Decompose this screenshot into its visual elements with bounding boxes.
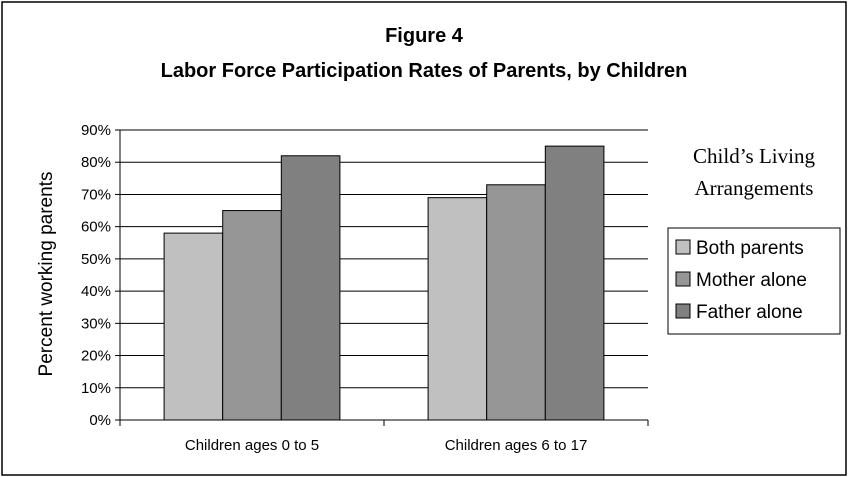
- y-tick-label: 90%: [81, 122, 111, 139]
- plot-area: 0% 10% 20% 30% 40% 50% 60% 70% 80% 90% Children a…: [81, 122, 649, 454]
- y-tick-label: 40%: [81, 283, 111, 300]
- bar-father-alone-2: [544, 145, 605, 421]
- legend-label: Mother alone: [696, 270, 807, 291]
- legend-label: Both parents: [696, 238, 804, 259]
- y-tick-label: 20%: [81, 348, 111, 365]
- y-tick-label: 80%: [81, 154, 111, 171]
- category-label: Children ages 6 to 17: [445, 437, 588, 454]
- legend-swatch: [675, 271, 691, 287]
- y-tick-label: 50%: [81, 251, 111, 268]
- legend: Both parents Mother alone Father alone: [667, 227, 841, 335]
- axes: [115, 129, 649, 426]
- legend-label: Father alone: [696, 302, 803, 323]
- legend-title-line1: Child’s Living: [693, 144, 815, 168]
- y-tick-labels: 0% 10% 20% 30% 40% 50% 60% 70% 80% 90%: [81, 122, 111, 429]
- category-label: Children ages 0 to 5: [185, 437, 319, 454]
- bar-both-parents-2: [427, 197, 488, 421]
- bar-mother-alone-2: [486, 184, 546, 421]
- y-tick-label: 30%: [81, 315, 111, 332]
- bar-mother-alone-1: [222, 210, 282, 421]
- legend-swatch: [675, 239, 691, 255]
- y-tick-label: 10%: [81, 380, 111, 397]
- bar-both-parents-1: [163, 232, 224, 421]
- legend-title-line2: Arrangements: [695, 176, 814, 200]
- chart-title-line2: Labor Force Participation Rates of Paren…: [161, 60, 688, 82]
- y-tick-label: 70%: [81, 186, 111, 203]
- bar-father-alone-1: [280, 155, 341, 421]
- y-tick-label: 0%: [89, 412, 111, 429]
- bars: [163, 145, 605, 421]
- legend-swatch: [675, 303, 691, 319]
- y-tick-label: 60%: [81, 219, 111, 236]
- chart-title-line1: Figure 4: [385, 25, 464, 47]
- y-axis-label: Percent working parents: [36, 172, 57, 377]
- legend-box: [667, 227, 841, 335]
- category-labels: Children ages 0 to 5 Children ages 6 to 1…: [185, 437, 587, 454]
